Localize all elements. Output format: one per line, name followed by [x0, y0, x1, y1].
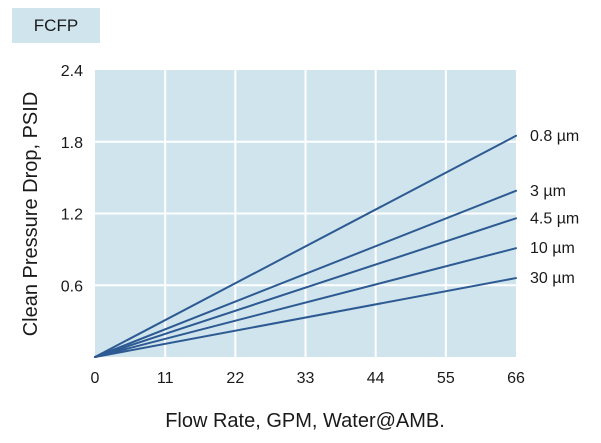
x-tick-label-1: 11: [157, 370, 174, 387]
series-line-3: [94, 247, 517, 358]
series-label-1: 3 µm: [530, 183, 566, 200]
y-axis-title: Clean Pressure Drop, PSID: [20, 92, 42, 337]
x-tick-label-3: 33: [297, 370, 315, 387]
series-line-0: [94, 134, 517, 358]
series-lines: [94, 134, 517, 358]
x-tick-label-2: 22: [226, 370, 244, 387]
series-line-4: [94, 277, 517, 358]
y-tick-labels: 0.6 1.2 1.8 2.4: [61, 63, 83, 295]
series-label-3: 10 µm: [530, 240, 575, 257]
x-tick-label-0: 0: [91, 370, 100, 387]
series-label-4: 30 µm: [530, 270, 575, 287]
x-tick-label-6: 66: [507, 370, 525, 387]
series-line-2: [94, 217, 517, 358]
gridlines: [95, 70, 516, 357]
series-label-0: 0.8 µm: [530, 128, 579, 145]
x-tick-label-4: 44: [367, 370, 385, 387]
x-tick-label-5: 55: [437, 370, 455, 387]
series-labels: 0.8 µm 3 µm 4.5 µm 10 µm 30 µm: [530, 128, 579, 287]
chart-tag-box: [12, 8, 100, 43]
x-axis-title: Flow Rate, GPM, Water@AMB.: [165, 410, 445, 432]
chart-tag: FCFP: [34, 16, 78, 35]
x-tick-labels: 0 11 22 33 44 55 66: [91, 370, 525, 387]
y-tick-label-0: 0.6: [61, 278, 83, 295]
y-tick-label-1: 1.2: [61, 207, 83, 224]
series-label-2: 4.5 µm: [530, 210, 579, 227]
y-tick-label-3: 2.4: [61, 63, 83, 80]
series-line-1: [94, 189, 517, 358]
y-tick-label-2: 1.8: [61, 135, 83, 152]
